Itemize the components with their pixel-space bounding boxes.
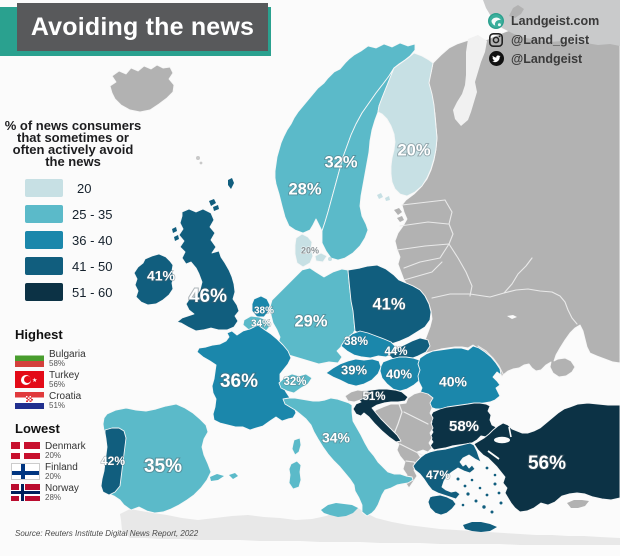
svg-text:39%: 39% bbox=[341, 362, 367, 377]
svg-text:20%: 20% bbox=[301, 245, 319, 255]
svg-text:34%: 34% bbox=[322, 430, 351, 446]
svg-text:35%: 35% bbox=[144, 456, 182, 477]
svg-text:32%: 32% bbox=[283, 376, 306, 388]
svg-text:36%: 36% bbox=[220, 371, 258, 392]
svg-text:34%: 34% bbox=[251, 319, 271, 330]
svg-text:51%: 51% bbox=[362, 391, 385, 403]
svg-text:32%: 32% bbox=[324, 153, 357, 171]
svg-text:56%: 56% bbox=[528, 453, 566, 474]
svg-text:40%: 40% bbox=[439, 374, 468, 390]
svg-text:29%: 29% bbox=[294, 312, 327, 330]
svg-text:28%: 28% bbox=[288, 180, 321, 198]
svg-text:58%: 58% bbox=[449, 418, 479, 435]
svg-text:41%: 41% bbox=[372, 295, 405, 313]
svg-text:38%: 38% bbox=[254, 306, 274, 317]
svg-text:44%: 44% bbox=[384, 346, 407, 358]
svg-text:38%: 38% bbox=[344, 334, 368, 348]
svg-text:40%: 40% bbox=[386, 366, 412, 381]
svg-text:47%: 47% bbox=[426, 468, 450, 482]
svg-text:46%: 46% bbox=[189, 286, 227, 307]
svg-text:41%: 41% bbox=[147, 268, 176, 284]
svg-text:42%: 42% bbox=[101, 454, 125, 468]
svg-text:20%: 20% bbox=[397, 141, 430, 159]
